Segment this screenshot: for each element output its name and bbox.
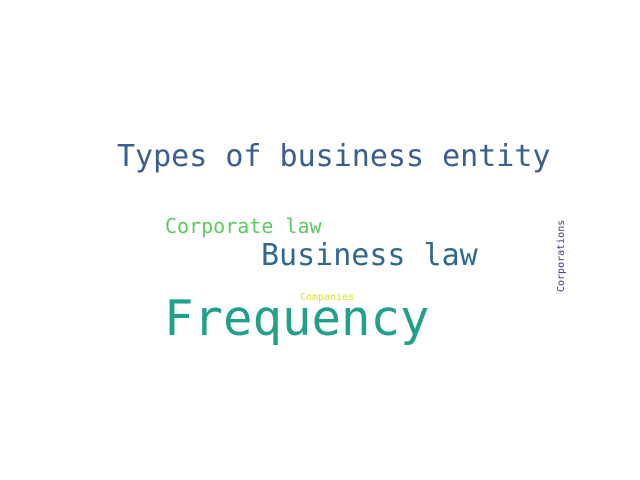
word-frequency: Frequency — [164, 290, 430, 347]
word-business-law: Business law — [261, 238, 478, 273]
word-companies: Companies — [300, 292, 355, 303]
word-corporations: Corporations — [556, 219, 567, 292]
word-corporate-law: Corporate law — [165, 214, 322, 238]
word-types-of-business-entity: Types of business entity — [117, 139, 551, 174]
